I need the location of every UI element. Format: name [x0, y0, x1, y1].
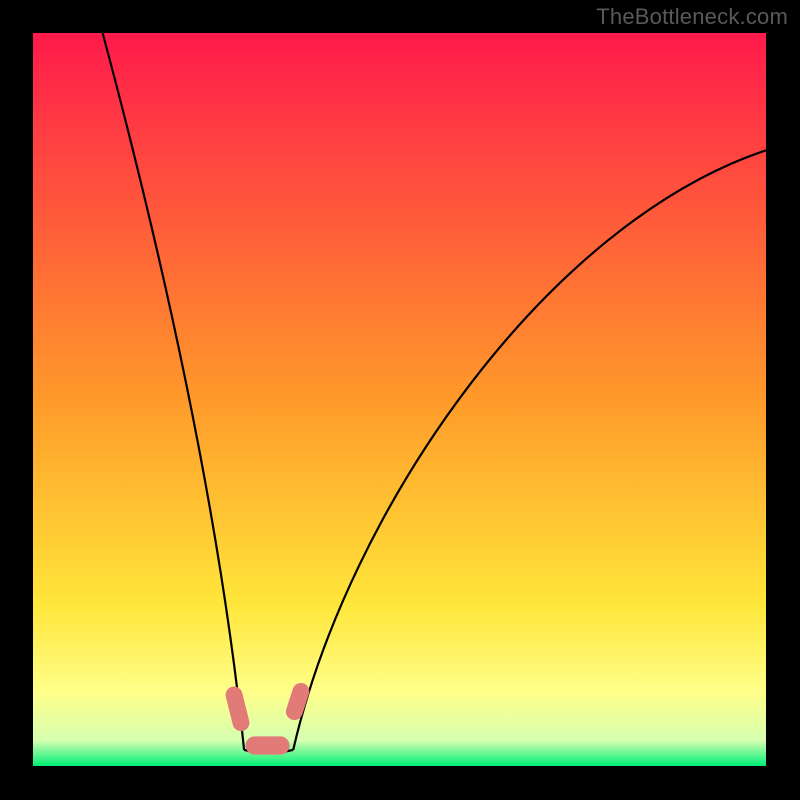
valley-markers — [224, 681, 312, 755]
valley-marker — [246, 736, 290, 754]
valley-marker — [224, 685, 251, 733]
watermark-text: TheBottleneck.com — [596, 4, 788, 30]
curve-right-branch — [293, 150, 766, 750]
chart-plot-area — [33, 33, 766, 766]
curve-left-branch — [103, 33, 244, 750]
valley-marker — [284, 681, 312, 722]
bottleneck-curve — [33, 33, 766, 766]
